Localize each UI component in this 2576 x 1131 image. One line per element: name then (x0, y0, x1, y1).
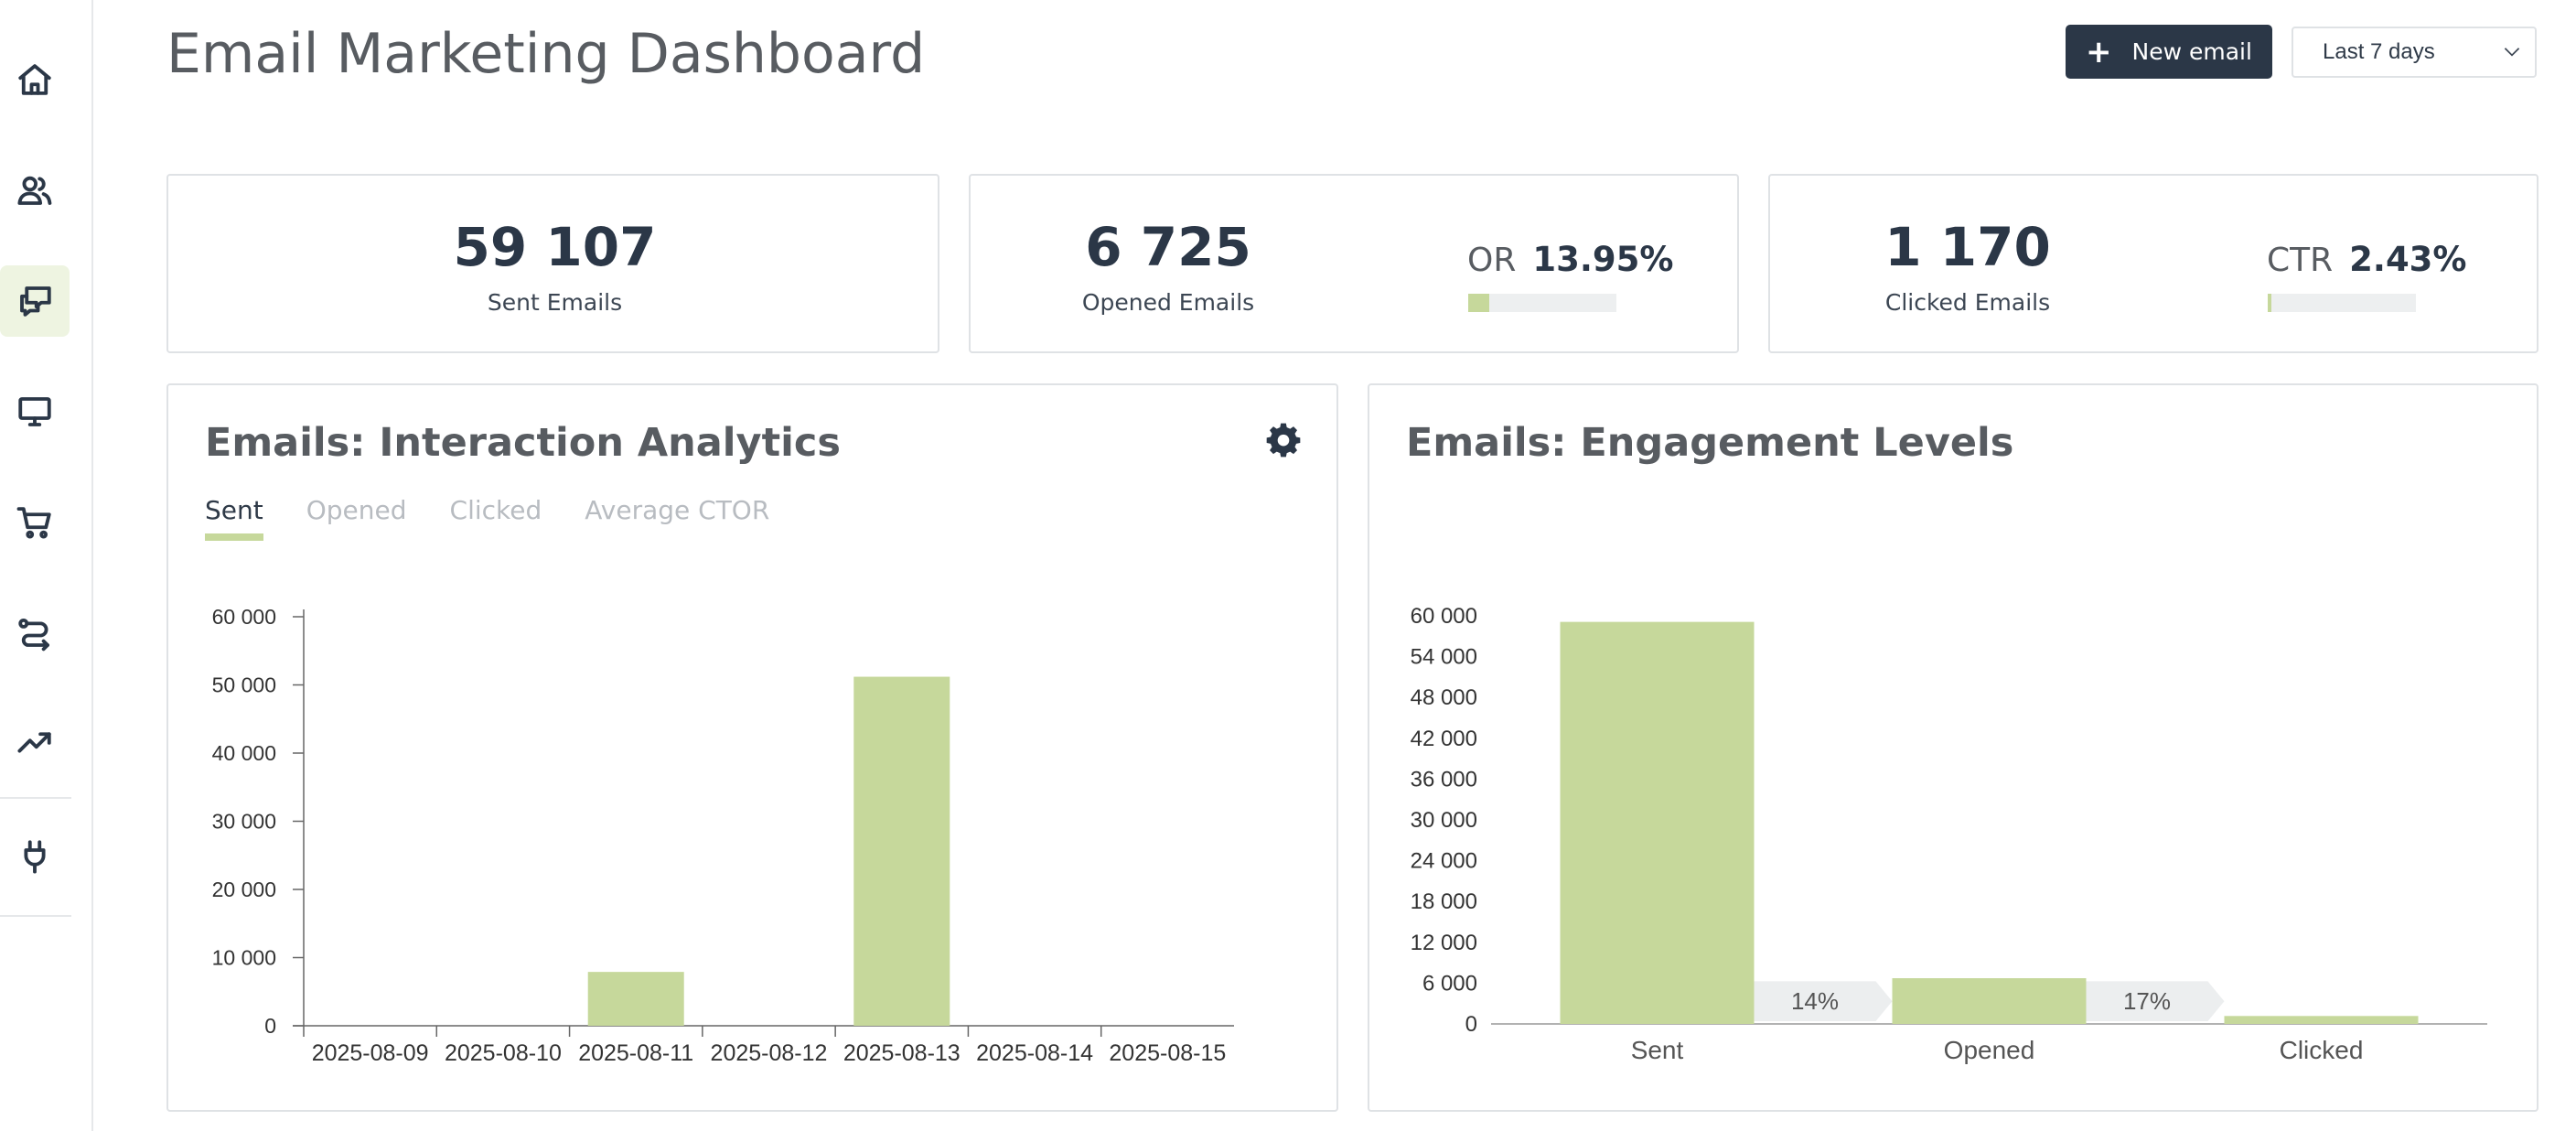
cart-icon (16, 507, 51, 539)
y-tick-label: 50 000 (212, 673, 276, 697)
date-range-value: Last 7 days (2323, 39, 2435, 64)
kpi-clicked-value: 1 170 (1884, 216, 2051, 278)
y-tick-label: 42 000 (1411, 727, 1477, 751)
x-tick-label: 2025-08-09 (312, 1040, 429, 1066)
click-through-rate: CTR 2.43% (2267, 240, 2467, 279)
home-icon (18, 64, 51, 95)
kpi-clicked-label: Clicked Emails (1884, 289, 2051, 316)
interaction-panel-title: Emails: Interaction Analytics (205, 420, 841, 466)
x-tick-label: 2025-08-13 (843, 1040, 961, 1066)
kpi-opened-value: 6 725 (1085, 216, 1251, 278)
y-tick-label: 60 000 (1411, 604, 1477, 629)
sidebar-item-automations[interactable] (0, 597, 70, 668)
new-email-button[interactable]: + New email (2066, 25, 2272, 79)
funnel-arrow (1754, 981, 1893, 1021)
tab-opened[interactable]: Opened (306, 495, 407, 525)
y-tick-label: 10 000 (212, 946, 276, 970)
gear-icon[interactable] (1265, 422, 1302, 458)
x-tick-label: 2025-08-12 (711, 1040, 828, 1066)
open-rate-value: 13.95% (1532, 240, 1674, 279)
y-tick-label: 20 000 (212, 878, 276, 901)
sidebar-divider (0, 915, 71, 917)
ctr-value: 2.43% (2349, 240, 2467, 279)
new-email-label: New email (2131, 38, 2252, 65)
y-tick-label: 36 000 (1411, 767, 1477, 792)
open-rate: OR 13.95% (1467, 240, 1673, 279)
sidebar-item-analytics[interactable] (0, 706, 70, 778)
plus-icon: + (2086, 33, 2112, 70)
bar (587, 972, 684, 1026)
x-tick-label: 2025-08-11 (578, 1040, 693, 1066)
bar (1560, 621, 1755, 1024)
monitor-icon (18, 397, 51, 426)
interaction-tabs: Sent Opened Clicked Average CTOR (205, 495, 770, 541)
sidebar-item-home[interactable] (0, 44, 70, 115)
y-tick-label: 12 000 (1411, 931, 1477, 955)
x-tick-label: 2025-08-14 (976, 1040, 1093, 1066)
bar (853, 676, 950, 1026)
ctr-bar-fill (2268, 294, 2271, 312)
kpi-card-clicked: 1 170 Clicked Emails CTR 2.43% (1768, 174, 2538, 353)
trend-icon (17, 732, 51, 753)
chat-icon (20, 286, 51, 317)
open-rate-bar-fill (1468, 294, 1489, 312)
x-tick-label: Sent (1631, 1036, 1684, 1064)
sidebar-item-shop[interactable] (0, 487, 70, 558)
y-tick-label: 48 000 (1411, 685, 1477, 710)
page-title: Email Marketing Dashboard (166, 22, 926, 86)
x-tick-label: 2025-08-15 (1109, 1040, 1226, 1066)
tab-average-ctor[interactable]: Average CTOR (585, 495, 770, 525)
y-tick-label: 6 000 (1422, 971, 1477, 996)
engagement-levels-panel: Emails: Engagement Levels 0 6 000 12 000 18… (1368, 383, 2538, 1112)
open-rate-name: OR (1467, 242, 1517, 279)
y-tick-label: 60 000 (212, 605, 276, 629)
x-tick-label: Clicked (2280, 1036, 2364, 1064)
bar (2224, 1016, 2419, 1024)
y-tick-label: 18 000 (1411, 889, 1477, 914)
tab-clicked[interactable]: Clicked (449, 495, 542, 525)
x-tick-label: Opened (1944, 1036, 2035, 1064)
kpi-sent-value: 59 107 (453, 216, 657, 278)
kpi-opened-label: Opened Emails (1081, 289, 1255, 316)
interaction-bar-chart: 0 10 000 20 000 30 000 40 000 50 000 60 000 202… (212, 605, 1234, 1066)
chevron-down-icon (2504, 48, 2520, 57)
route-icon (18, 618, 49, 652)
conversion-label: 17% (2123, 987, 2171, 1015)
sidebar-item-screens[interactable] (0, 376, 70, 447)
y-tick-label: 40 000 (212, 741, 276, 765)
date-range-select[interactable]: Last 7 days (2292, 27, 2537, 78)
y-tick-label: 0 (1465, 1012, 1477, 1037)
y-tick-label: 54 000 (1411, 645, 1477, 670)
kpi-card-sent: 59 107 Sent Emails (166, 174, 939, 353)
ctr-name: CTR (2267, 242, 2334, 279)
engagement-panel-title: Emails: Engagement Levels (1406, 420, 2014, 466)
conversion-label: 14% (1791, 987, 1839, 1015)
sidebar-divider (0, 797, 71, 799)
funnel-arrow (2086, 981, 2225, 1021)
open-rate-bar (1468, 294, 1616, 312)
y-tick-label: 0 (264, 1014, 276, 1038)
x-tick-label: 2025-08-10 (445, 1040, 562, 1066)
engagement-funnel-chart: 0 6 000 12 000 18 000 24 000 30 000 36 000 42 0… (1411, 604, 2487, 1064)
sidebar-item-messages[interactable] (0, 265, 70, 337)
interaction-analytics-panel: Emails: Interaction Analytics Sent Opene… (166, 383, 1338, 1112)
sidebar-item-users[interactable] (0, 155, 70, 226)
bar (1892, 978, 2087, 1024)
plug-icon (24, 840, 46, 874)
sidebar (0, 0, 93, 1131)
y-tick-label: 30 000 (212, 810, 276, 834)
kpi-card-opened: 6 725 Opened Emails OR 13.95% (969, 174, 1739, 353)
y-tick-label: 30 000 (1411, 808, 1477, 833)
tab-sent[interactable]: Sent (205, 495, 263, 541)
ctr-bar (2268, 294, 2416, 312)
users-icon (17, 176, 52, 205)
kpi-sent-label: Sent Emails (487, 289, 623, 316)
y-tick-label: 24 000 (1411, 849, 1477, 874)
sidebar-item-integrations[interactable] (0, 821, 70, 892)
